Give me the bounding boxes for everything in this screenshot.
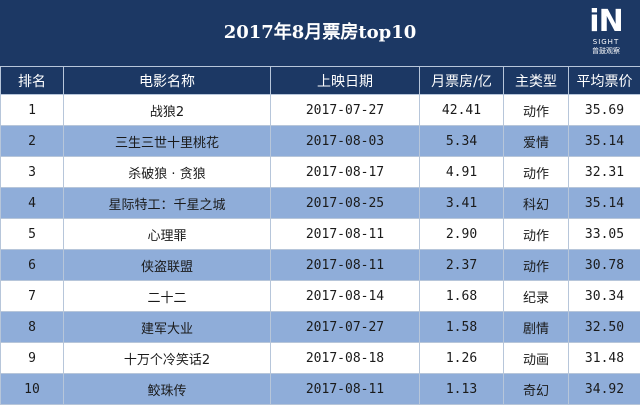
movie-name-cell: 战狼2 [63,94,271,126]
column-header: 平均票价 [568,66,640,95]
table-header-row: 排名 电影名称 上映日期 月票房/亿 主类型 平均票价 [0,66,640,95]
box-office-cell: 1.58 [419,311,504,343]
table-row: 6 侠盗联盟 2017-08-11 2.37 动作 30.78 [0,249,640,281]
movie-name-cell: 十万个冷笑话2 [63,342,271,374]
box-office-cell: 1.13 [419,373,504,405]
genre-cell: 纪录 [503,280,569,312]
release-date-cell: 2017-08-03 [270,125,420,157]
movie-name-cell: 心理罪 [63,218,271,250]
genre-cell: 爱情 [503,125,569,157]
column-header: 排名 [0,66,64,95]
avg-price-cell: 35.14 [568,125,640,157]
table-row: 5 心理罪 2017-08-11 2.90 动作 33.05 [0,218,640,250]
table-row: 1 战狼2 2017-07-27 42.41 动作 35.69 [0,94,640,126]
genre-cell: 奇幻 [503,373,569,405]
column-header: 主类型 [503,66,569,95]
box-office-cell: 2.37 [419,249,504,281]
table-row: 7 二十二 2017-08-14 1.68 纪录 30.34 [0,280,640,312]
rank-cell: 7 [0,280,64,312]
table-row: 10 鲛珠传 2017-08-11 1.13 奇幻 34.92 [0,373,640,405]
genre-cell: 科幻 [503,187,569,219]
avg-price-cell: 35.14 [568,187,640,219]
rank-cell: 2 [0,125,64,157]
release-date-cell: 2017-08-17 [270,156,420,188]
release-date-cell: 2017-08-11 [270,373,420,405]
movie-name-cell: 鲛珠传 [63,373,271,405]
column-header: 上映日期 [270,66,420,95]
box-office-cell: 5.34 [419,125,504,157]
title-bar [0,0,640,66]
release-date-cell: 2017-08-11 [270,218,420,250]
movie-name-cell: 三生三世十里桃花 [63,125,271,157]
column-header: 电影名称 [63,66,271,95]
genre-cell: 动作 [503,218,569,250]
avg-price-cell: 33.05 [568,218,640,250]
rank-cell: 4 [0,187,64,219]
release-date-cell: 2017-07-27 [270,311,420,343]
rank-cell: 6 [0,249,64,281]
logo-caption: 曾鼓观察 [592,47,620,55]
avg-price-cell: 32.50 [568,311,640,343]
table-row: 8 建军大业 2017-07-27 1.58 剧情 32.50 [0,311,640,343]
table-row: 9 十万个冷笑话2 2017-08-18 1.26 动画 31.48 [0,342,640,374]
column-header: 月票房/亿 [419,66,504,95]
movie-name-cell: 杀破狼 · 贪狼 [63,156,271,188]
movie-name-cell: 建军大业 [63,311,271,343]
rank-cell: 8 [0,311,64,343]
movie-name-cell: 侠盗联盟 [63,249,271,281]
box-office-cell: 42.41 [419,94,504,126]
table-body: 1 战狼2 2017-07-27 42.41 动作 35.69 2 三生三世十里桃花 2017-… [0,94,640,405]
chart-title: 2017年8月票房top10 [223,22,417,43]
avg-price-cell: 30.34 [568,280,640,312]
box-office-cell: 1.26 [419,342,504,374]
genre-cell: 动作 [503,156,569,188]
avg-price-cell: 31.48 [568,342,640,374]
rank-cell: 1 [0,94,64,126]
table-row: 4 星际特工：千星之城 2017-08-25 3.41 科幻 35.14 [0,187,640,219]
release-date-cell: 2017-08-11 [270,249,420,281]
box-office-cell: 3.41 [419,187,504,219]
genre-cell: 动作 [503,94,569,126]
table-row: 3 杀破狼 · 贪狼 2017-08-17 4.91 动作 32.31 [0,156,640,188]
box-office-cell: 2.90 [419,218,504,250]
avg-price-cell: 32.31 [568,156,640,188]
rank-cell: 3 [0,156,64,188]
logo-mark: iN [589,4,623,39]
avg-price-cell: 35.69 [568,94,640,126]
box-office-cell: 1.68 [419,280,504,312]
movie-name-cell: 星际特工：千星之城 [63,187,271,219]
avg-price-cell: 30.78 [568,249,640,281]
avg-price-cell: 34.92 [568,373,640,405]
genre-cell: 动画 [503,342,569,374]
release-date-cell: 2017-08-14 [270,280,420,312]
genre-cell: 动作 [503,249,569,281]
rank-cell: 9 [0,342,64,374]
table-row: 2 三生三世十里桃花 2017-08-03 5.34 爱情 35.14 [0,125,640,157]
box-office-cell: 4.91 [419,156,504,188]
logo-subtitle: SIGHT [592,38,620,46]
movie-name-cell: 二十二 [63,280,271,312]
insight-logo: iN SIGHT 曾鼓观察 [580,6,632,62]
release-date-cell: 2017-08-25 [270,187,420,219]
release-date-cell: 2017-08-18 [270,342,420,374]
rank-cell: 10 [0,373,64,405]
box-office-table: 排名 电影名称 上映日期 月票房/亿 主类型 平均票价 1 战狼2 2017-07-… [0,66,640,405]
genre-cell: 剧情 [503,311,569,343]
release-date-cell: 2017-07-27 [270,94,420,126]
rank-cell: 5 [0,218,64,250]
